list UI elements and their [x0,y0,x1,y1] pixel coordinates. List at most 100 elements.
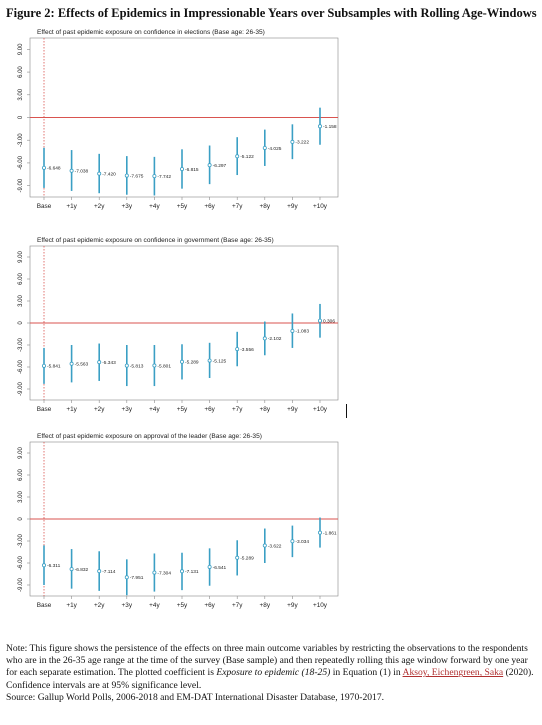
data-label: -5.125 [213,358,227,364]
point-estimate-marker [262,336,267,341]
chart-title: Effect of past epidemic exposure on appr… [37,433,262,440]
data-label: -7.114 [102,569,116,575]
y-tick-label: -9.00 [18,382,24,396]
y-tick-label: 3.00 [18,491,24,503]
x-tick-label: Base [37,406,52,413]
x-tick-label: +7y [232,406,243,413]
point-estimate-marker [97,360,102,365]
x-tick-label: +1y [66,406,77,413]
chart-title: Effect of past epidemic exposure on conf… [37,29,265,36]
y-tick-label: -3.00 [18,534,24,548]
x-tick-label: +10y [313,203,328,210]
x-tick-label: +9y [287,203,298,210]
data-label: -3.556 [240,347,254,353]
x-tick-label: +8y [260,203,271,210]
y-tick-label: 9.00 [18,251,24,263]
x-tick-label: +5y [177,406,188,413]
data-label: -7.304 [157,570,171,576]
data-label: -6.832 [75,567,89,573]
point-estimate-marker [207,564,212,569]
data-label: 0.306 [323,319,335,325]
point-estimate-marker [317,318,322,323]
y-tick-label: 6.00 [18,66,24,78]
data-label: -5.801 [157,363,171,369]
chart-panel-government: Effect of past epidemic exposure on conf… [0,232,542,422]
point-estimate-marker [152,174,157,179]
data-label: -7.951 [130,575,144,581]
x-tick-label: +10y [313,406,328,413]
data-label: -6.541 [213,565,227,571]
chart-government: Effect of past epidemic exposure on conf… [18,237,339,413]
x-tick-label: +8y [260,602,271,609]
x-tick-label: +9y [287,406,298,413]
y-tick-label: 9.00 [18,447,24,459]
x-tick-label: +1y [66,203,77,210]
x-tick-label: +4y [149,602,160,609]
point-estimate-marker [69,361,74,366]
data-label: -5.841 [47,364,61,370]
x-tick-label: +2y [94,602,105,609]
y-tick-label: 3.00 [18,295,24,307]
data-label: -5.289 [185,360,199,366]
y-tick-label: -9.00 [18,178,24,192]
y-tick-label: -3.00 [18,133,24,147]
point-estimate-marker [42,165,47,170]
point-estimate-marker [179,359,184,364]
point-estimate-marker [290,139,295,144]
text-cursor [346,404,347,418]
point-estimate-marker [207,163,212,168]
point-estimate-marker [69,168,74,173]
x-tick-label: +6y [204,406,215,413]
x-tick-label: Base [37,602,52,609]
point-estimate-marker [235,154,240,159]
chart-leader: Effect of past epidemic exposure on appr… [18,433,339,609]
x-tick-label: +4y [149,203,160,210]
point-estimate-marker [69,567,74,572]
point-estimate-marker [207,358,212,363]
point-estimate-marker [235,347,240,352]
x-tick-label: +9y [287,602,298,609]
note-italic-variable: Exposure to epidemic (18-25) [216,667,331,679]
data-label: -5.289 [240,556,254,562]
y-tick-label: 0 [18,321,24,325]
data-label: -2.102 [268,336,282,342]
x-tick-label: +5y [177,203,188,210]
data-label: -7.742 [157,174,171,180]
y-tick-label: -3.00 [18,338,24,352]
point-estimate-marker [97,171,102,176]
x-tick-label: +7y [232,602,243,609]
point-estimate-marker [290,328,295,333]
point-estimate-marker [42,563,47,568]
y-tick-label: 6.00 [18,469,24,481]
data-label: -5.122 [240,154,254,160]
point-estimate-marker [235,555,240,560]
data-label: -6.648 [47,166,61,172]
note-citation-link[interactable]: Aksoy, Eichengreen, Saka [402,667,504,679]
data-label: -5.813 [130,363,144,369]
data-label: -5.343 [102,360,116,366]
x-tick-label: +6y [204,203,215,210]
y-tick-label: 0 [18,115,24,119]
y-tick-label: -6.00 [18,556,24,570]
figure-title: Figure 2: Effects of Epidemics in Impres… [6,6,537,20]
point-estimate-marker [152,570,157,575]
chart-panel-leader: Effect of past epidemic exposure on appr… [0,428,542,618]
data-label: -1.158 [323,124,337,130]
data-label: -6.815 [185,167,199,173]
data-label: -3.622 [268,543,282,549]
note-text-2: in Equation (1) in [332,667,401,679]
chart-panel-elections: Effect of past epidemic exposure on conf… [0,24,542,219]
data-label: -5.563 [75,362,89,368]
data-label: -7.675 [130,173,144,179]
data-label: -3.034 [295,539,309,545]
x-tick-label: +3y [122,203,133,210]
x-tick-label: +2y [94,406,105,413]
x-tick-label: +1y [66,602,77,609]
point-estimate-marker [124,173,129,178]
x-tick-label: +5y [177,602,188,609]
x-tick-label: +6y [204,602,215,609]
data-label: -1.861 [323,530,337,536]
y-tick-label: 0 [18,517,24,521]
note-source: Source: Gallup World Polls, 2006-2018 an… [6,691,385,703]
x-tick-label: +3y [122,602,133,609]
